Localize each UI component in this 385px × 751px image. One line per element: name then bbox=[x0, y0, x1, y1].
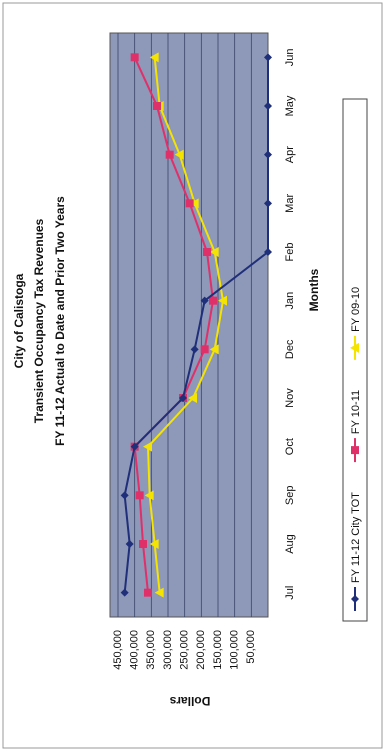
marker bbox=[144, 588, 152, 597]
marker bbox=[264, 199, 272, 208]
x-tick-label: Nov bbox=[284, 388, 296, 408]
legend-marker bbox=[351, 595, 359, 603]
series-line bbox=[133, 56, 215, 593]
marker bbox=[189, 198, 199, 209]
x-tick-label: Apr bbox=[284, 146, 296, 163]
marker bbox=[264, 150, 272, 159]
marker bbox=[179, 394, 187, 402]
marker bbox=[130, 53, 139, 62]
x-tick-label: Dec bbox=[284, 339, 296, 359]
chart-title: City of Calistoga bbox=[12, 273, 26, 368]
x-tick-label: Sep bbox=[284, 486, 296, 506]
legend-label: FY 11-12 City TOT bbox=[350, 492, 362, 583]
chart-subtitle: Transient Occupancy Tax Revenues bbox=[32, 218, 46, 423]
legend-label: FY 10-11 bbox=[350, 390, 362, 434]
y-tick-label: 100,000 bbox=[229, 630, 241, 670]
marker bbox=[154, 587, 164, 598]
marker bbox=[130, 442, 139, 451]
marker bbox=[209, 247, 219, 257]
marker bbox=[209, 296, 217, 305]
marker bbox=[264, 102, 272, 110]
marker bbox=[139, 540, 147, 548]
x-tick-label: May bbox=[284, 95, 296, 116]
y-tick-label: 300,000 bbox=[162, 630, 174, 670]
x-tick-label: Feb bbox=[284, 243, 296, 262]
x-axis-title: Months bbox=[307, 268, 321, 311]
x-tick-label: Oct bbox=[284, 438, 296, 455]
y-tick-label: 150,000 bbox=[212, 630, 224, 670]
marker bbox=[185, 199, 194, 208]
y-tick-label: 450,000 bbox=[112, 630, 124, 670]
marker bbox=[190, 345, 199, 354]
marker bbox=[149, 52, 159, 63]
marker bbox=[144, 490, 154, 501]
marker bbox=[153, 102, 161, 110]
y-axis-title: Dollars bbox=[169, 694, 210, 708]
legend-label: FY 09-10 bbox=[350, 287, 362, 332]
y-tick-label: 200,000 bbox=[195, 630, 207, 670]
series-line bbox=[146, 57, 225, 593]
y-tick-label: 250,000 bbox=[179, 630, 191, 670]
marker bbox=[264, 248, 272, 256]
legend-marker bbox=[351, 446, 359, 455]
marker bbox=[200, 345, 209, 354]
marker bbox=[188, 393, 197, 403]
series-line bbox=[123, 57, 269, 593]
x-tick-label: Aug bbox=[284, 534, 296, 554]
marker bbox=[165, 150, 174, 159]
marker bbox=[125, 540, 134, 548]
marker bbox=[149, 539, 159, 549]
x-tick-label: Mar bbox=[284, 194, 296, 213]
legend-marker bbox=[350, 342, 359, 353]
x-tick-label: Jul bbox=[284, 586, 296, 600]
x-tick-label: Jan bbox=[284, 292, 296, 310]
marker bbox=[218, 295, 227, 306]
x-tick-label: Jun bbox=[284, 48, 296, 66]
marker bbox=[143, 441, 152, 452]
marker bbox=[174, 149, 184, 160]
marker bbox=[209, 344, 219, 355]
plot-area bbox=[109, 32, 269, 618]
y-tick-label: 400,000 bbox=[129, 630, 141, 670]
chart-subtitle: FY 11-12 Actual to Date and Prior Two Ye… bbox=[53, 196, 67, 446]
marker bbox=[135, 491, 144, 500]
marker bbox=[264, 53, 272, 62]
y-tick-label: 50,000 bbox=[245, 630, 257, 664]
y-tick-label: 350,000 bbox=[145, 630, 157, 670]
legend-box bbox=[342, 98, 368, 622]
marker bbox=[200, 296, 209, 305]
marker bbox=[203, 248, 211, 256]
